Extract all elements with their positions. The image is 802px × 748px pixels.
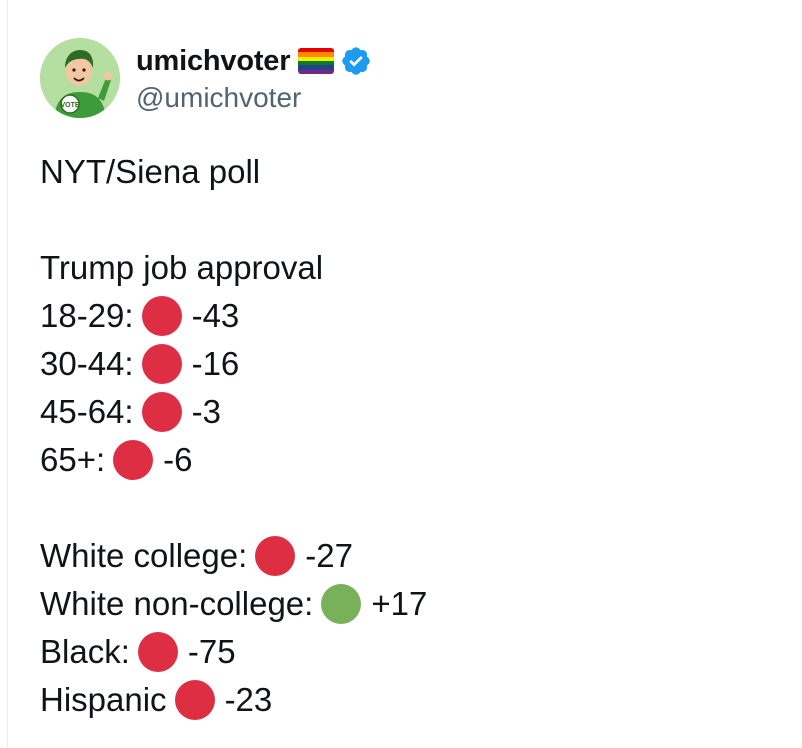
blank-line: [40, 484, 427, 532]
group-row-hispanic: Hispanic -23: [40, 676, 427, 724]
age-row-45-64: 45-64: -3: [40, 388, 427, 436]
row-label: 65+:: [40, 441, 106, 478]
row-value: +17: [371, 585, 428, 622]
author-names: umichvoter @umichvoter: [136, 42, 372, 114]
row-value: -75: [187, 633, 236, 670]
poll-title-text: NYT/Siena poll: [40, 153, 261, 190]
rainbow-flag-icon: [298, 48, 335, 74]
avatar-badge-text: VOTE: [60, 102, 79, 109]
age-row-65-plus: 65+: -6: [40, 436, 427, 484]
tweet-header: VOTE umichvoter @umichvoter: [40, 38, 372, 118]
section-title-text: Trump job approval: [40, 249, 324, 286]
row-label: White non-college:: [40, 585, 314, 622]
row-value: -27: [305, 537, 353, 574]
author-name-row: umichvoter: [136, 42, 372, 80]
row-label: 30-44:: [40, 345, 134, 382]
row-label: Hispanic: [40, 681, 167, 718]
author-handle[interactable]: @umichvoter: [136, 82, 302, 113]
row-value: -43: [191, 297, 240, 334]
group-row-white-college: White college: -27: [40, 532, 427, 580]
red-circle-icon: [113, 440, 154, 480]
row-value: -6: [163, 441, 193, 478]
blank-line: [40, 196, 427, 244]
green-circle-icon: [321, 584, 362, 624]
avatar[interactable]: VOTE: [40, 38, 120, 118]
row-value: -16: [191, 345, 240, 382]
avatar-cartoon-icon: VOTE: [40, 38, 120, 118]
row-value: -3: [191, 393, 221, 430]
row-label: Black:: [40, 633, 130, 670]
tweet-text: NYT/Siena poll Trump job approval 18-29:…: [40, 148, 427, 724]
timeline-divider: [7, 0, 8, 748]
row-label: 18-29:: [40, 297, 134, 334]
poll-title: NYT/Siena poll: [40, 148, 427, 196]
verified-badge-icon[interactable]: [340, 45, 372, 77]
red-circle-icon: [141, 392, 182, 432]
age-row-18-29: 18-29: -43: [40, 292, 427, 340]
red-circle-icon: [255, 536, 296, 576]
group-row-white-non-college: White non-college: +17: [40, 580, 427, 628]
group-row-black: Black: -75: [40, 628, 427, 676]
age-row-30-44: 30-44: -16: [40, 340, 427, 388]
row-label: 45-64:: [40, 393, 134, 430]
red-circle-icon: [137, 632, 178, 672]
red-circle-icon: [141, 296, 182, 336]
red-circle-icon: [174, 680, 215, 720]
red-circle-icon: [141, 344, 182, 384]
author-display-name[interactable]: umichvoter: [136, 44, 291, 77]
row-value: -23: [224, 681, 273, 718]
row-label: White college:: [40, 537, 248, 574]
section-title: Trump job approval: [40, 244, 427, 292]
